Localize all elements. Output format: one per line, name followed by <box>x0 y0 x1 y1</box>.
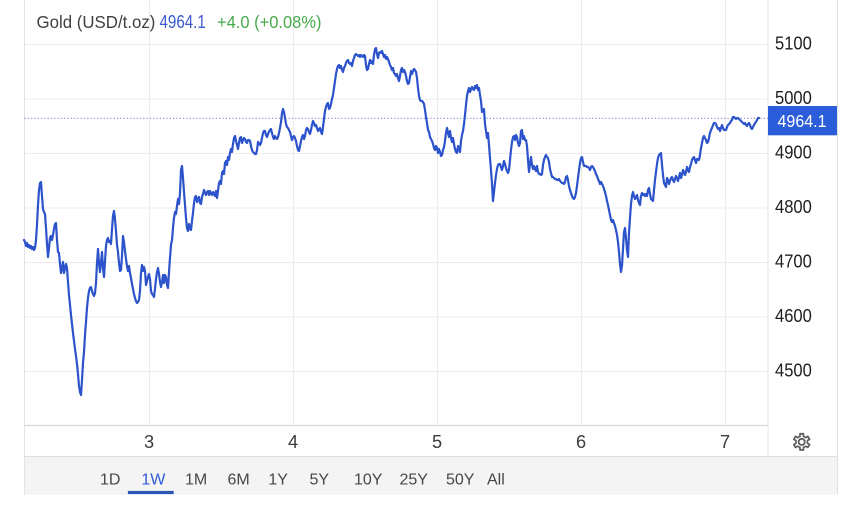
svg-text:1M: 1M <box>185 472 207 489</box>
svg-text:4900: 4900 <box>775 142 812 162</box>
svg-text:4964.1: 4964.1 <box>778 111 827 131</box>
svg-text:5Y: 5Y <box>310 472 330 489</box>
svg-text:1W: 1W <box>141 472 166 489</box>
svg-text:4800: 4800 <box>775 197 812 217</box>
svg-text:4700: 4700 <box>775 251 812 271</box>
svg-text:4: 4 <box>288 432 298 452</box>
svg-text:6M: 6M <box>228 472 250 489</box>
svg-text:7: 7 <box>720 432 730 452</box>
svg-text:5100: 5100 <box>775 33 812 53</box>
svg-text:3: 3 <box>144 432 154 452</box>
svg-text:4600: 4600 <box>775 306 812 326</box>
svg-text:10Y: 10Y <box>354 472 383 489</box>
svg-text:All: All <box>487 472 505 489</box>
svg-text:50Y: 50Y <box>446 472 475 489</box>
svg-text:4500: 4500 <box>775 360 812 380</box>
svg-text:5000: 5000 <box>775 88 812 108</box>
svg-text:Gold (USD/t.oz): Gold (USD/t.oz) <box>37 12 156 32</box>
svg-text:4964.1: 4964.1 <box>160 11 206 32</box>
svg-text:5: 5 <box>432 432 442 452</box>
svg-text:1Y: 1Y <box>268 472 288 489</box>
svg-text:+4.0 (+0.08%): +4.0 (+0.08%) <box>217 12 322 32</box>
svg-text:1D: 1D <box>100 472 120 489</box>
svg-text:6: 6 <box>576 432 586 452</box>
svg-text:25Y: 25Y <box>400 472 429 489</box>
